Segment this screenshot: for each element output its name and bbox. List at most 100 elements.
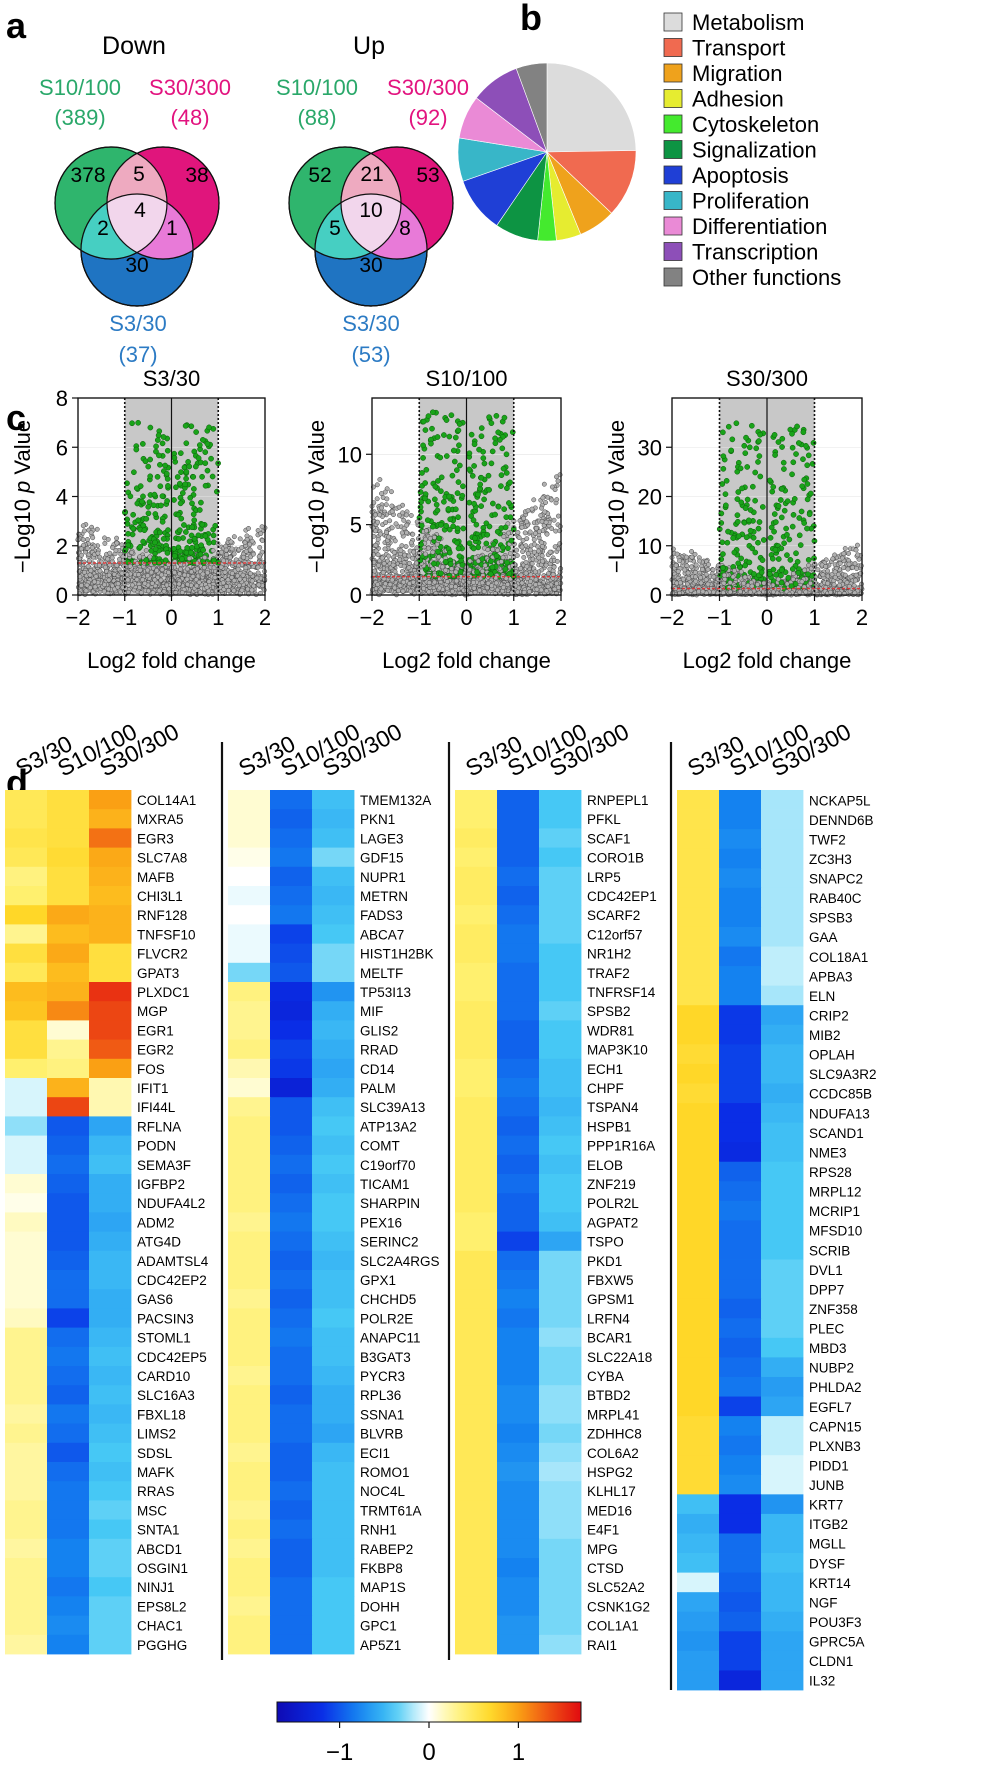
legend-swatch — [663, 12, 683, 32]
point-significant — [152, 539, 158, 546]
y-tick-label: 0 — [350, 583, 362, 608]
x-axis-label: Log2 fold change — [87, 648, 256, 673]
point-significant — [135, 517, 142, 524]
point-nonsignificant — [114, 540, 120, 546]
point-nonsignificant — [245, 586, 251, 592]
point-nonsignificant — [117, 556, 122, 562]
point-significant — [208, 455, 214, 462]
point-nonsignificant — [240, 572, 246, 578]
point-nonsignificant — [88, 530, 94, 536]
point-significant — [164, 498, 170, 504]
point-nonsignificant — [485, 547, 491, 553]
point-significant — [494, 528, 501, 535]
point-nonsignificant — [519, 580, 525, 586]
point-significant — [506, 500, 512, 506]
point-nonsignificant — [117, 589, 123, 595]
point-significant — [471, 463, 477, 469]
point-nonsignificant — [237, 576, 243, 582]
point-nonsignificant — [397, 583, 403, 589]
point-nonsignificant — [525, 508, 531, 514]
point-nonsignificant — [255, 570, 261, 576]
point-nonsignificant — [223, 552, 229, 558]
point-nonsignificant — [540, 495, 546, 501]
point-nonsignificant — [93, 573, 99, 579]
legend-swatch — [663, 89, 683, 108]
point-nonsignificant — [407, 588, 413, 594]
venn-count-s10-s3: 5 — [329, 217, 341, 240]
point-nonsignificant — [105, 556, 110, 562]
point-significant — [479, 556, 486, 562]
point-significant — [759, 504, 766, 510]
point-nonsignificant — [145, 573, 151, 579]
point-nonsignificant — [506, 530, 511, 536]
point-nonsignificant — [231, 534, 237, 540]
legend-label: Differentiation — [692, 214, 827, 239]
point-nonsignificant — [382, 581, 388, 587]
point-nonsignificant — [166, 586, 172, 592]
point-nonsignificant — [477, 587, 482, 593]
point-significant — [420, 418, 427, 425]
point-nonsignificant — [377, 531, 383, 537]
point-nonsignificant — [136, 572, 142, 578]
point-nonsignificant — [528, 578, 533, 584]
point-nonsignificant — [399, 543, 405, 549]
point-nonsignificant — [78, 546, 84, 552]
point-nonsignificant — [402, 552, 408, 558]
point-significant — [125, 530, 131, 537]
point-significant — [734, 512, 741, 519]
x-tick-label: −1 — [407, 605, 432, 630]
point-nonsignificant — [536, 555, 542, 561]
point-significant — [734, 518, 741, 525]
point-significant — [483, 540, 490, 547]
point-significant — [189, 524, 195, 531]
x-tick-label: 2 — [259, 605, 271, 630]
point-significant — [449, 472, 456, 479]
point-significant — [498, 483, 504, 489]
point-significant — [129, 420, 135, 427]
point-significant — [804, 496, 811, 503]
point-nonsignificant — [119, 570, 125, 576]
point-significant — [191, 486, 197, 492]
venn-set-s10-total: (389) — [54, 105, 105, 130]
point-significant — [154, 473, 161, 480]
point-nonsignificant — [404, 522, 410, 528]
point-nonsignificant — [243, 548, 249, 554]
point-nonsignificant — [106, 572, 112, 578]
point-nonsignificant — [554, 497, 560, 503]
legend-swatch — [663, 191, 683, 210]
point-nonsignificant — [498, 559, 504, 565]
point-nonsignificant — [197, 589, 203, 595]
point-significant — [741, 442, 748, 449]
point-significant — [466, 450, 473, 457]
point-significant — [165, 527, 171, 533]
point-significant — [502, 566, 509, 573]
point-significant — [196, 507, 203, 513]
point-nonsignificant — [184, 566, 190, 572]
point-nonsignificant — [156, 588, 162, 594]
x-tick-label: −2 — [65, 605, 90, 630]
point-nonsignificant — [374, 496, 380, 502]
point-nonsignificant — [515, 589, 521, 595]
point-nonsignificant — [102, 540, 108, 546]
point-nonsignificant — [247, 547, 253, 553]
point-nonsignificant — [551, 564, 557, 570]
point-nonsignificant — [143, 548, 149, 553]
point-significant — [174, 474, 181, 480]
point-nonsignificant — [391, 550, 397, 555]
point-significant — [152, 511, 159, 517]
point-nonsignificant — [552, 487, 558, 493]
point-significant — [198, 542, 205, 549]
point-nonsignificant — [257, 545, 263, 550]
point-nonsignificant — [507, 551, 513, 556]
point-nonsignificant — [551, 517, 557, 523]
point-nonsignificant — [378, 586, 384, 592]
point-significant — [175, 536, 182, 542]
point-nonsignificant — [377, 477, 383, 482]
point-nonsignificant — [472, 590, 478, 595]
point-significant — [454, 525, 461, 532]
point-significant — [460, 483, 466, 490]
venn-count-s10-s30: 5 — [133, 163, 145, 186]
point-significant — [438, 474, 445, 481]
point-nonsignificant — [384, 496, 390, 502]
